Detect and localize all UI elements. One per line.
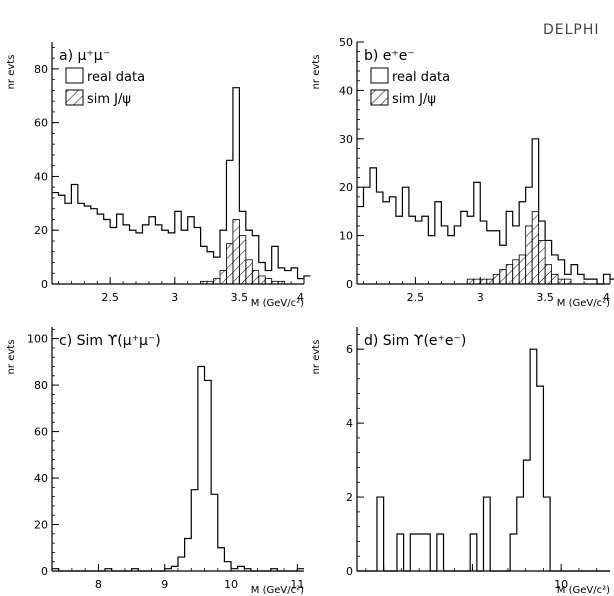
bar-b-sim-25	[518, 254, 527, 285]
x-tick-label-c-2: 10	[224, 578, 238, 591]
panel-title-a: a) μ⁺μ⁻	[59, 48, 110, 64]
bar-b-sim-18	[473, 278, 481, 285]
legend-label-b-0: real data	[392, 70, 450, 85]
panel-title-b: b) e⁺e⁻	[364, 48, 415, 64]
panel-a: 0 20 40 60 80 2.5 3 3.5 4 nr evts M (GeV/c²) a) μ⁺μ…	[6, 42, 311, 309]
y-tick-label-b-5: 50	[339, 36, 353, 49]
series-line-b-0	[357, 138, 614, 285]
legend-swatch-b-1	[370, 89, 389, 106]
x-tick-label-b-0: 2.5	[407, 291, 425, 304]
y-tick-label-d-2: 4	[346, 417, 353, 430]
y-tick-label-d-1: 2	[346, 491, 353, 504]
series-line-d-0	[357, 348, 610, 572]
x-tick-label-c-1: 9	[161, 578, 168, 591]
y-tick-label-a-2: 40	[34, 170, 48, 183]
y-axis-label-a: nr evts	[6, 55, 17, 90]
x-tick-label-a-3: 4	[297, 291, 304, 304]
legend-label-a-0: real data	[87, 70, 145, 85]
panel-c: 0 20 40 60 80 100 8 9 10 11 nr evts M (GeV/c²) c) Si…	[6, 327, 304, 596]
y-tick-label-c-0: 0	[41, 565, 48, 578]
x-axis-label-d: M (GeV/c²)	[557, 585, 610, 596]
x-axis-label-b: M (GeV/c²)	[557, 298, 610, 309]
legend-swatch-b-0	[370, 67, 389, 84]
bar-a-sim-32	[258, 275, 266, 285]
legend-label-a-1: sim J/ψ	[87, 92, 131, 107]
x-tick-label-a-0: 2.5	[101, 291, 119, 304]
y-tick-label-b-2: 20	[339, 181, 353, 194]
y-tick-label-d-0: 0	[346, 565, 353, 578]
bar-b-sim-26	[525, 225, 533, 285]
y-tick-label-c-4: 80	[34, 379, 48, 392]
y-tick-label-b-0: 0	[346, 278, 353, 291]
x-tick-label-c-3: 11	[290, 578, 304, 591]
bar-a-sim-25	[213, 278, 221, 285]
y-tick-label-a-3: 60	[34, 117, 48, 130]
bar-b-sim-29	[544, 264, 553, 285]
x-tick-label-b-1: 3	[477, 291, 484, 304]
bar-a-sim-29	[238, 235, 247, 285]
panel-title-c: c) Sim ϒ(μ⁺μ⁻)	[59, 333, 161, 349]
x-tick-label-a-2: 3.5	[231, 291, 249, 304]
bar-a-sim-30	[245, 259, 253, 285]
bar-b-sim-17	[466, 278, 475, 285]
y-axis-label-c: nr evts	[6, 340, 17, 375]
bar-a-sim-28	[232, 219, 240, 285]
legend-swatch-a-0	[65, 67, 84, 84]
bar-a-sim-27	[226, 243, 234, 285]
y-axis-label-d: nr evts	[311, 340, 322, 375]
delphi-label: DELPHI	[543, 22, 600, 38]
y-axis-label-b: nr evts	[311, 55, 322, 90]
bar-b-sim-20	[486, 278, 494, 285]
x-tick-label-d-2: 10	[554, 578, 568, 591]
legend-label-b-1: sim J/ψ	[392, 92, 436, 107]
series-line-a-0	[52, 87, 311, 280]
y-tick-label-c-1: 20	[34, 519, 48, 532]
bar-b-sim-24	[512, 259, 520, 285]
bar-b-sim-23	[505, 264, 514, 285]
bar-b-sim-27	[531, 210, 540, 285]
x-tick-label-b-3: 4	[603, 291, 610, 304]
bar-b-sim-22	[499, 269, 507, 285]
y-tick-label-c-3: 60	[34, 426, 48, 439]
y-tick-label-a-0: 0	[41, 278, 48, 291]
bar-a-sim-26	[219, 270, 227, 285]
x-tick-label-b-2: 3.5	[536, 291, 554, 304]
y-tick-label-b-1: 10	[339, 230, 353, 243]
legend-swatch-a-1	[65, 89, 84, 106]
panel-d: 0 2 4 6 10 nr evts M (GeV/c²) d) Sim ϒ(e⁺e⁻)	[311, 327, 610, 596]
bar-b-sim-21	[492, 273, 501, 285]
y-tick-label-d-3: 6	[346, 343, 353, 356]
series-line-c-0	[52, 365, 304, 572]
panel-b: 0 10 20 30 40 50 2.5 3 3.5 4 nr evts M (GeV/c²) b) e…	[311, 36, 614, 309]
panel-title-d: d) Sim ϒ(e⁺e⁻)	[364, 333, 466, 349]
x-axis-label-c: M (GeV/c²)	[251, 585, 304, 596]
bar-b-sim-32	[564, 278, 572, 285]
x-axis-label-a: M (GeV/c²)	[251, 298, 304, 309]
y-tick-label-a-4: 80	[34, 63, 48, 76]
y-tick-label-a-1: 20	[34, 224, 48, 237]
y-tick-label-c-5: 100	[27, 333, 48, 346]
bar-b-sim-31	[557, 278, 565, 285]
x-tick-label-c-0: 8	[95, 578, 102, 591]
bar-b-sim-30	[551, 273, 559, 285]
y-tick-label-c-2: 40	[34, 472, 48, 485]
bar-b-sim-28	[538, 240, 546, 285]
bar-a-sim-33	[264, 278, 273, 285]
y-tick-label-b-4: 40	[339, 84, 353, 97]
bar-b-sim-19	[479, 278, 488, 285]
y-tick-label-b-3: 30	[339, 133, 353, 146]
bar-a-sim-31	[251, 270, 260, 285]
x-tick-label-a-1: 3	[171, 291, 178, 304]
